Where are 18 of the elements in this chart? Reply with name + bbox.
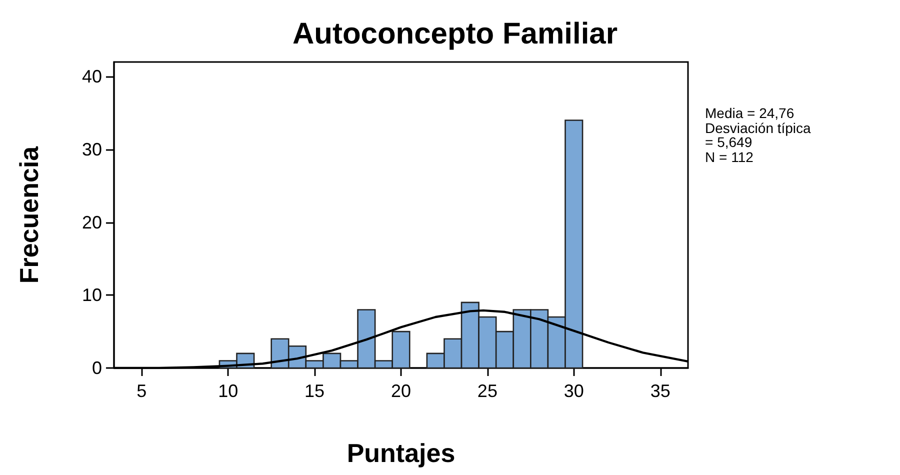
x-axis-title: Puntajes — [346, 438, 456, 468]
y-tick-label: 0 — [92, 358, 102, 378]
y-tick-label: 10 — [82, 285, 102, 306]
x-tick-label: 5 — [136, 381, 147, 401]
text: Media = 24,76 — [705, 105, 794, 121]
y-axis-title: Frecuencia — [14, 146, 44, 284]
y-tick-label: 20 — [82, 212, 102, 232]
y-tick-label: 40 — [82, 66, 102, 87]
x-tick-label: 10 — [218, 381, 238, 401]
text: Desviación típica = 5,649 — [705, 120, 815, 150]
text: N = 112 — [705, 149, 754, 165]
x-tick-label: 15 — [304, 381, 325, 401]
chart-title: Autoconcepto Familiar — [292, 18, 618, 50]
y-tick-label: 30 — [82, 139, 102, 160]
x-tick-label: 35 — [650, 381, 670, 401]
x-tick-label: 20 — [390, 381, 412, 401]
x-tick-label: 30 — [564, 381, 584, 401]
x-tick-label: 25 — [477, 381, 498, 401]
